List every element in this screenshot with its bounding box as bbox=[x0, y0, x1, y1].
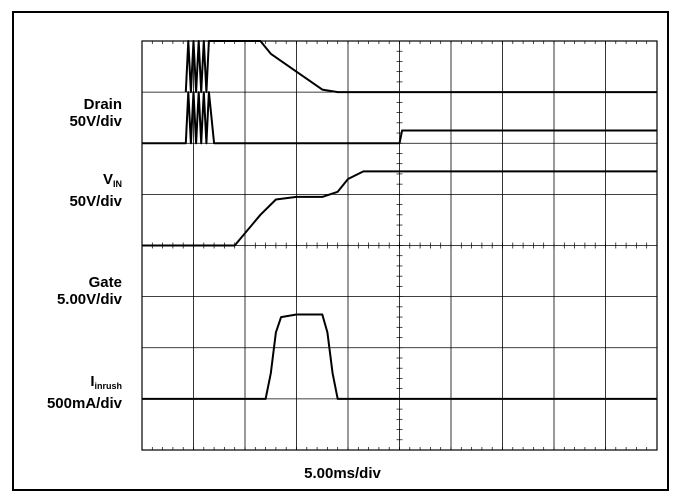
drain-name: Drain bbox=[83, 96, 122, 113]
oscilloscope-plot bbox=[141, 40, 658, 451]
trace-drain bbox=[184, 40, 657, 94]
inrush-scale: 500mA/div bbox=[46, 395, 122, 412]
trace-iinrush bbox=[142, 313, 657, 400]
drain-label: Drain 50V/div bbox=[69, 96, 122, 130]
scope-figure: Drain 50V/div VIN 50V/div Gate 5.00V/div… bbox=[12, 11, 669, 491]
vin-label: VIN 50V/div bbox=[69, 171, 122, 210]
inrush-label: Iinrush 500mA/div bbox=[47, 373, 122, 412]
inrush-name: Iinrush bbox=[90, 373, 122, 391]
vin-scale: 50V/div bbox=[69, 193, 122, 210]
gate-scale: 5.00V/div bbox=[56, 291, 122, 308]
vin-name: VIN bbox=[102, 171, 122, 189]
trace-gate bbox=[142, 170, 657, 247]
vin-subscript: IN bbox=[113, 179, 122, 189]
inrush-subscript: inrush bbox=[94, 381, 122, 391]
gate-name: Gate bbox=[88, 274, 122, 291]
traces bbox=[142, 40, 657, 400]
gate-label: Gate 5.00V/div bbox=[57, 274, 122, 308]
x-axis-label: 5.00ms/div bbox=[304, 465, 381, 482]
trace-vin bbox=[142, 91, 657, 145]
drain-scale: 50V/div bbox=[69, 113, 122, 130]
